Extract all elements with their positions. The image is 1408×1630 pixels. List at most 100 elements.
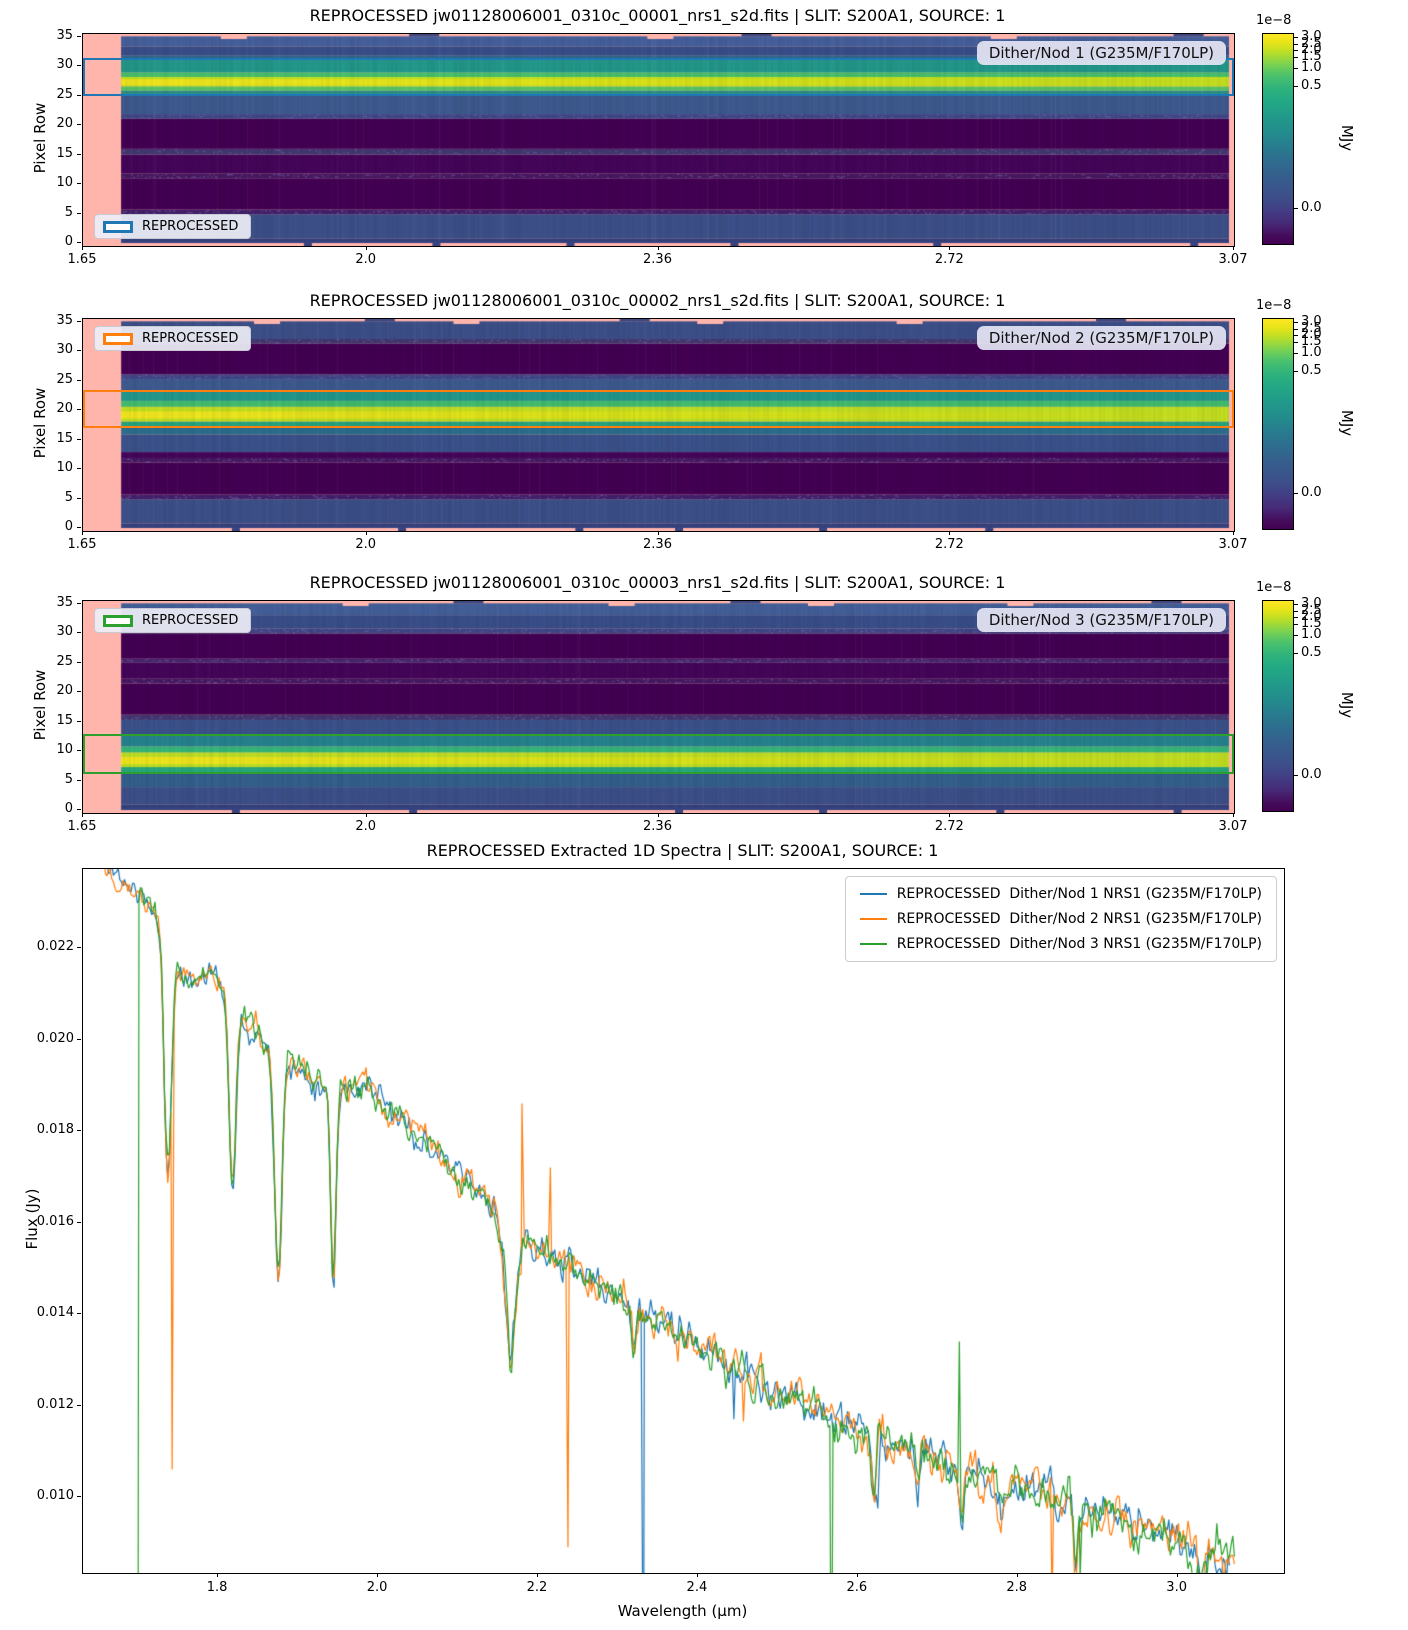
y-tick-label: 20	[56, 401, 73, 417]
nod-label: Dither/Nod 2 (G235M/F170LP)	[976, 326, 1226, 350]
colorbar-tick-label: 2.0	[1301, 609, 1322, 625]
y-tick-label: 15	[56, 145, 73, 161]
colorbar-tick-mark	[1294, 321, 1298, 323]
y-tick-label: 10	[56, 175, 73, 191]
y-tick-mark	[77, 124, 81, 126]
y-tick-mark	[77, 350, 81, 352]
x-tick-label: 1.65	[67, 252, 97, 267]
y-tick-label: 10	[56, 742, 73, 758]
s2d-axes-1: REPROCESSED Dither/Nod 1 (G235M/F170LP)	[82, 33, 1235, 247]
colorbar-scale-label: 1e−8	[1256, 13, 1292, 28]
y-tick-mark	[77, 320, 81, 322]
y-tick-label: 20	[56, 683, 73, 699]
y-tick-mark	[77, 409, 81, 411]
colorbar-tick-label: 1.0	[1301, 344, 1322, 360]
colorbar-tick-label: 1.5	[1301, 334, 1322, 350]
colorbar-unit-label: MJy	[1338, 124, 1357, 152]
colorbar-tick-label: 1.0	[1301, 626, 1322, 642]
legend-item: REPROCESSED Dither/Nod 2 NRS1 (G235M/F17…	[859, 911, 1262, 927]
x-tick-mark	[657, 813, 659, 817]
legend-item-label: REPROCESSED Dither/Nod 1 NRS1 (G235M/F17…	[896, 886, 1262, 902]
x-tick-label: 2.0	[355, 252, 377, 267]
y-tick-label: 25	[56, 86, 73, 102]
colorbar-tick-label: 1.0	[1301, 59, 1322, 75]
x-tick-label: 2.36	[643, 819, 672, 834]
colorbar-scale-label: 1e−8	[1256, 298, 1292, 313]
x-tick-label: 1.8	[206, 1580, 228, 1595]
y-tick-label: 0.020	[36, 1030, 74, 1046]
y-tick-label: 35	[56, 594, 73, 610]
x-tick-label: 1.65	[67, 537, 97, 552]
s2d-axes-3: REPROCESSED Dither/Nod 3 (G235M/F170LP)	[82, 600, 1235, 814]
colorbar-tick-label: 0.0	[1301, 484, 1322, 500]
x-tick-mark	[365, 531, 367, 535]
x-tick-mark	[365, 246, 367, 250]
y-tick-mark	[77, 720, 81, 722]
y-tick-label: 20	[56, 116, 73, 132]
legend-label: REPROCESSED	[142, 331, 239, 346]
y-axis-label: Pixel Row	[31, 102, 49, 174]
x-tick-label: 2.72	[934, 537, 964, 552]
x-tick-mark	[82, 531, 83, 535]
y-tick-mark	[77, 1404, 81, 1406]
x-tick-label: 2.72	[934, 252, 964, 267]
x-tick-mark	[696, 1573, 698, 1577]
x-tick-label: 2.4	[686, 1580, 708, 1595]
y-tick-label: 15	[56, 430, 73, 446]
colorbar-tick-label: 0.0	[1301, 199, 1322, 215]
x-tick-label: 2.0	[355, 819, 377, 834]
y-tick-label: 0.016	[36, 1213, 74, 1229]
colorbar-tick-mark	[1294, 67, 1298, 69]
y-tick-mark	[77, 1496, 81, 1497]
colorbar-tick-label: 2.5	[1301, 602, 1322, 618]
x-tick-mark	[949, 246, 951, 250]
x-tick-label: 1.65	[67, 819, 97, 834]
x-tick-label: 2.36	[643, 252, 672, 267]
x-tick-label: 2.0	[355, 537, 377, 552]
y-tick-label: 30	[56, 624, 73, 640]
panel-title: REPROCESSED jw01128006001_0310c_00001_nr…	[309, 6, 1006, 25]
x-tick-mark	[1016, 1573, 1018, 1577]
y-tick-mark	[77, 1130, 81, 1131]
colorbar-tick-mark	[1294, 342, 1298, 344]
colorbar-tick-mark	[1294, 371, 1298, 372]
s2d-image	[83, 34, 1234, 246]
y-tick-mark	[77, 183, 81, 185]
colorbar-tick-mark	[1294, 617, 1298, 619]
x-tick-label: 3.07	[1218, 252, 1248, 267]
x-tick-mark	[365, 813, 367, 817]
x-tick-mark	[1233, 531, 1234, 535]
legend-patch-icon	[103, 614, 133, 627]
x-tick-mark	[82, 813, 83, 817]
legend-line-swatch	[859, 943, 887, 945]
y-tick-mark	[77, 497, 81, 499]
y-tick-mark	[77, 809, 81, 811]
x-tick-mark	[949, 813, 951, 817]
x-tick-mark	[1176, 1573, 1178, 1577]
colorbar-tick-label: 0.5	[1301, 363, 1322, 378]
y-tick-mark	[77, 527, 81, 529]
y-tick-label: 0	[64, 519, 73, 535]
y-tick-mark	[77, 691, 81, 693]
panel-title: REPROCESSED jw01128006001_0310c_00002_nr…	[309, 291, 1006, 310]
y-tick-label: 35	[56, 312, 73, 328]
s2d-image	[83, 601, 1234, 813]
y-tick-label: 30	[56, 342, 73, 358]
colorbar	[1262, 33, 1294, 245]
x-tick-label: 2.8	[1006, 1580, 1028, 1595]
y-axis-label: Pixel Row	[31, 387, 49, 459]
x-tick-mark	[1233, 246, 1234, 250]
legend-patch-icon	[103, 332, 133, 345]
y-tick-label: 5	[64, 204, 73, 220]
colorbar-tick-label: 0.5	[1301, 645, 1322, 660]
spectra-plot	[83, 869, 1284, 1573]
extraction-box	[83, 57, 1234, 97]
y-tick-mark	[77, 1221, 81, 1223]
colorbar-tick-label: 0.5	[1301, 78, 1322, 93]
y-tick-mark	[77, 379, 81, 381]
legend: REPROCESSED	[94, 608, 252, 633]
y-tick-label: 25	[56, 371, 73, 387]
y-tick-mark	[77, 35, 81, 37]
y-tick-mark	[77, 65, 81, 67]
